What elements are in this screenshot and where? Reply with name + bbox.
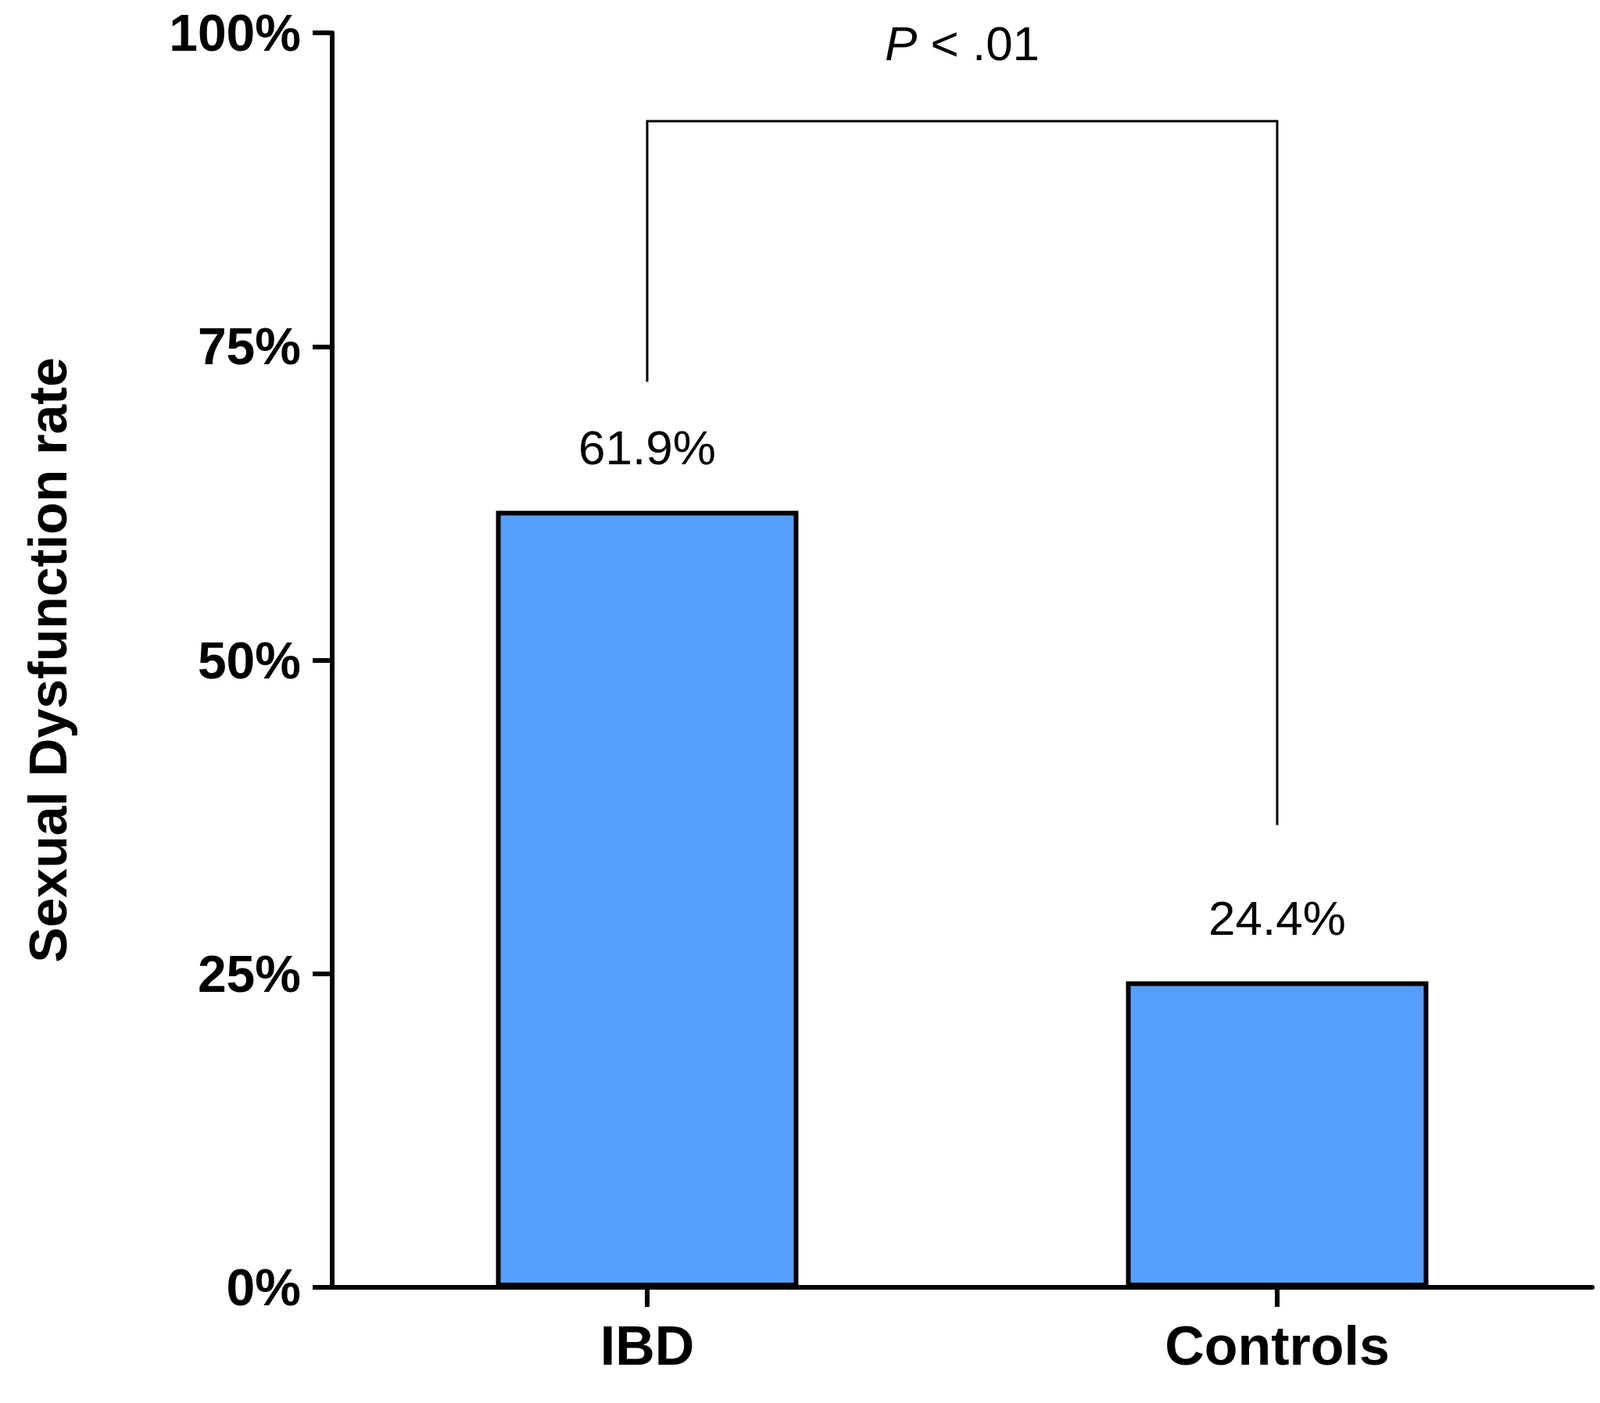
svg-text:0%: 0% <box>226 1258 301 1317</box>
svg-text:IBD: IBD <box>600 1315 695 1377</box>
svg-text:50%: 50% <box>197 631 301 690</box>
svg-text:Controls: Controls <box>1164 1315 1390 1377</box>
svg-text:P: P <box>884 16 917 71</box>
svg-text:75%: 75% <box>197 317 301 376</box>
svg-text:100%: 100% <box>168 3 301 62</box>
svg-text:25%: 25% <box>197 944 301 1003</box>
svg-text:61.9%: 61.9% <box>578 420 716 475</box>
svg-text:< .01: < .01 <box>916 16 1040 71</box>
svg-text:Sexual Dysfunction rate: Sexual Dysfunction rate <box>17 357 78 963</box>
svg-text:24.4%: 24.4% <box>1208 891 1346 945</box>
